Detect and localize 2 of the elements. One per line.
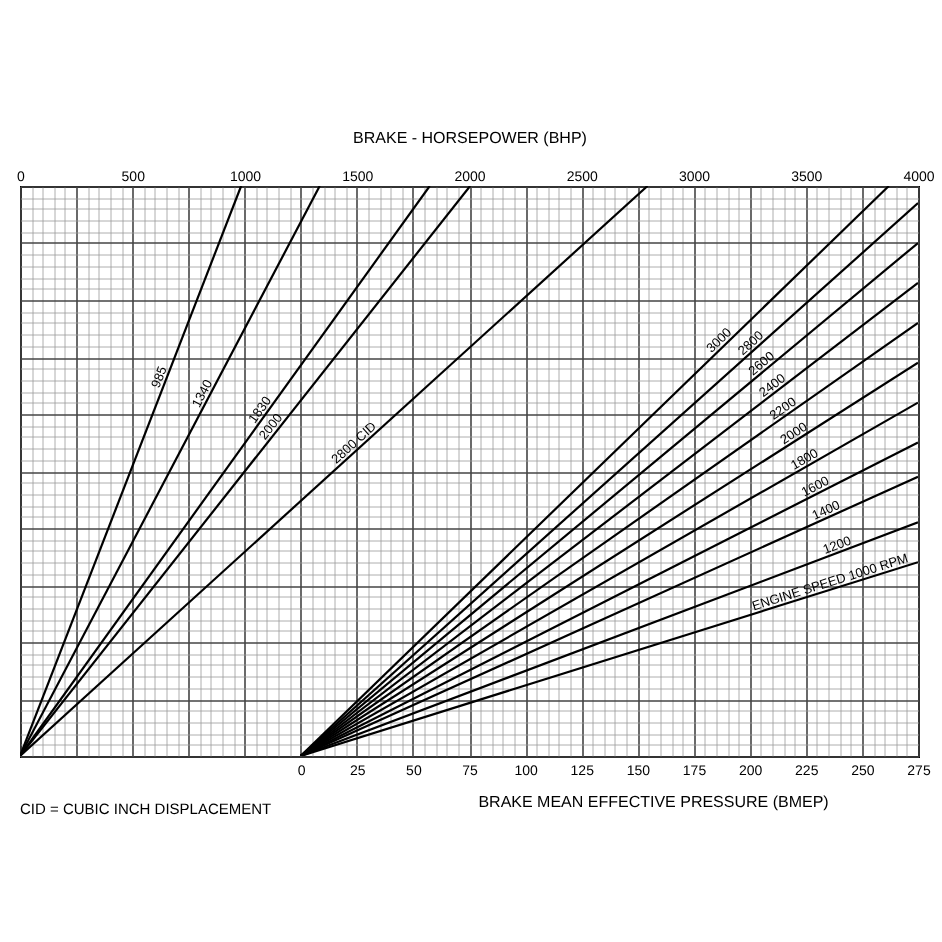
x-axis-title: BRAKE MEAN EFFECTIVE PRESSURE (BMEP) xyxy=(478,793,830,811)
x2-axis-title: BRAKE - HORSEPOWER (BHP) xyxy=(353,129,588,147)
